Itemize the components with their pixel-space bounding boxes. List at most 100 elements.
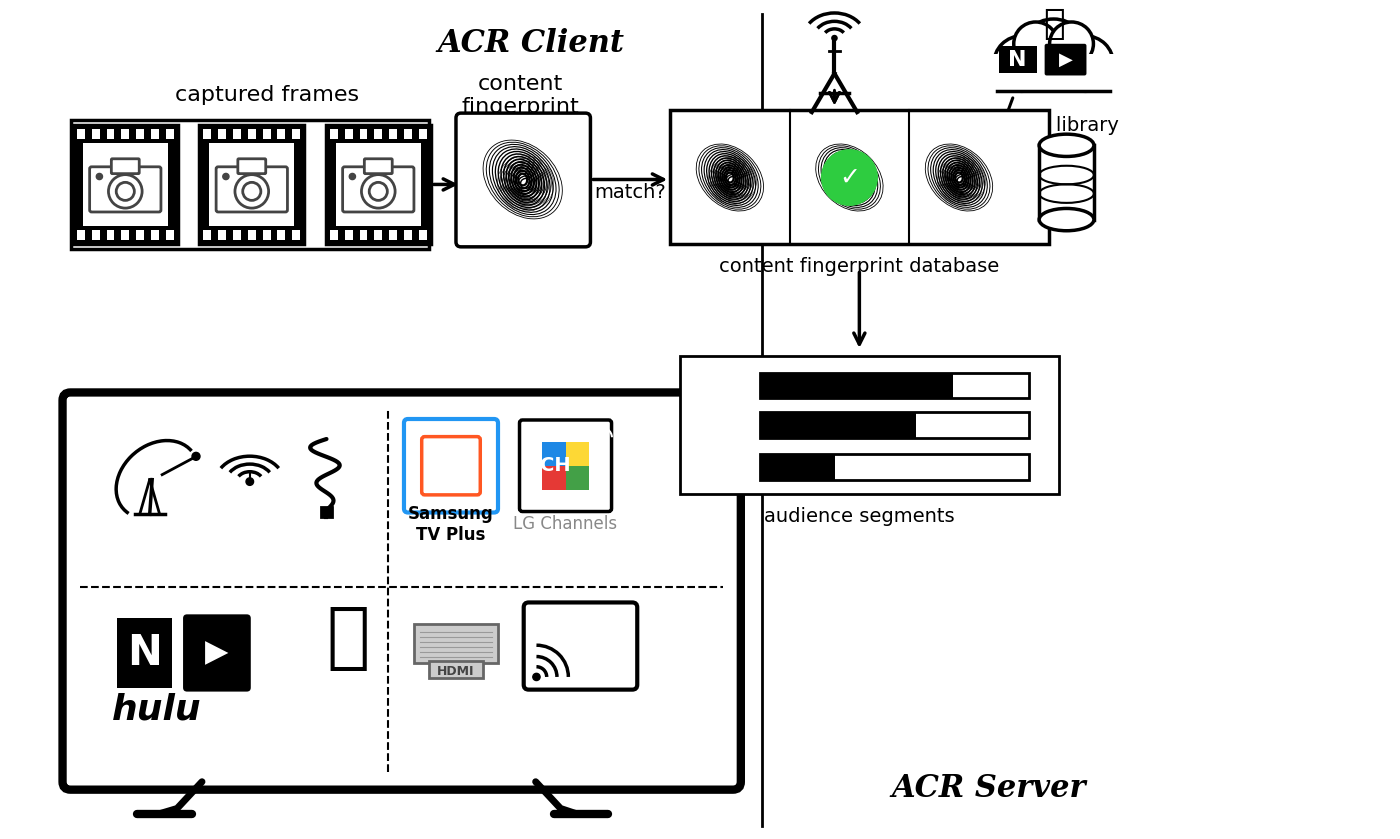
FancyBboxPatch shape <box>428 661 483 679</box>
FancyBboxPatch shape <box>122 129 129 139</box>
Circle shape <box>994 36 1050 91</box>
Circle shape <box>116 182 134 201</box>
FancyBboxPatch shape <box>165 230 174 240</box>
Circle shape <box>533 674 540 680</box>
FancyBboxPatch shape <box>1039 145 1093 220</box>
FancyBboxPatch shape <box>760 373 953 399</box>
FancyBboxPatch shape <box>277 129 286 139</box>
Text: ▶: ▶ <box>206 638 228 668</box>
Text: OTT: OTT <box>155 739 199 759</box>
FancyBboxPatch shape <box>760 454 834 480</box>
FancyBboxPatch shape <box>326 125 431 244</box>
FancyBboxPatch shape <box>232 129 241 139</box>
FancyBboxPatch shape <box>277 230 286 240</box>
FancyBboxPatch shape <box>90 167 161 212</box>
Circle shape <box>108 175 143 208</box>
FancyBboxPatch shape <box>760 454 1029 480</box>
FancyBboxPatch shape <box>218 129 227 139</box>
Text: ✓: ✓ <box>839 165 860 190</box>
FancyBboxPatch shape <box>414 623 497 663</box>
Text: ACR Server: ACR Server <box>892 774 1086 804</box>
FancyBboxPatch shape <box>680 356 1058 494</box>
Text: 🎮: 🎮 <box>326 603 370 673</box>
Circle shape <box>223 174 230 180</box>
FancyBboxPatch shape <box>542 466 566 489</box>
FancyBboxPatch shape <box>389 230 398 240</box>
FancyBboxPatch shape <box>671 110 1049 244</box>
FancyBboxPatch shape <box>263 129 270 139</box>
FancyBboxPatch shape <box>389 129 398 139</box>
Text: ACR Client: ACR Client <box>437 29 624 60</box>
FancyBboxPatch shape <box>293 129 300 139</box>
Circle shape <box>1019 19 1088 88</box>
FancyBboxPatch shape <box>360 230 367 240</box>
FancyBboxPatch shape <box>106 230 115 240</box>
FancyBboxPatch shape <box>199 125 304 244</box>
FancyBboxPatch shape <box>248 129 256 139</box>
FancyBboxPatch shape <box>151 129 158 139</box>
FancyBboxPatch shape <box>63 393 741 789</box>
Circle shape <box>1057 36 1113 91</box>
Circle shape <box>349 174 356 180</box>
FancyBboxPatch shape <box>203 230 211 240</box>
FancyBboxPatch shape <box>263 230 270 240</box>
FancyBboxPatch shape <box>118 618 172 688</box>
FancyBboxPatch shape <box>330 129 337 139</box>
FancyBboxPatch shape <box>106 129 115 139</box>
Ellipse shape <box>1039 208 1093 231</box>
Circle shape <box>235 175 269 208</box>
Circle shape <box>1050 22 1093 65</box>
FancyBboxPatch shape <box>456 113 591 247</box>
Text: match?: match? <box>595 183 666 202</box>
FancyBboxPatch shape <box>92 129 99 139</box>
Text: content fingerprint database: content fingerprint database <box>720 258 1000 276</box>
Text: media library: media library <box>988 116 1119 134</box>
FancyBboxPatch shape <box>542 442 566 466</box>
FancyBboxPatch shape <box>566 442 589 466</box>
FancyBboxPatch shape <box>112 159 139 174</box>
Text: CH: CH <box>540 456 570 475</box>
FancyBboxPatch shape <box>364 159 392 174</box>
Text: audience segments: audience segments <box>764 507 955 526</box>
FancyBboxPatch shape <box>403 230 412 240</box>
Text: N: N <box>1008 50 1028 70</box>
FancyBboxPatch shape <box>330 230 337 240</box>
Text: Sports: Sports <box>694 377 752 394</box>
Text: HDMI: HDMI <box>437 664 475 678</box>
Text: Shopping: Shopping <box>668 416 752 434</box>
FancyBboxPatch shape <box>136 129 144 139</box>
FancyBboxPatch shape <box>419 230 427 240</box>
Text: content
fingerprint: content fingerprint <box>462 74 580 117</box>
FancyBboxPatch shape <box>998 46 1036 74</box>
Circle shape <box>97 174 102 180</box>
FancyBboxPatch shape <box>360 129 367 139</box>
FancyBboxPatch shape <box>421 436 480 495</box>
FancyBboxPatch shape <box>210 143 294 226</box>
Circle shape <box>361 175 395 208</box>
Text: hulu: hulu <box>112 692 202 727</box>
FancyBboxPatch shape <box>374 230 382 240</box>
Circle shape <box>192 452 200 461</box>
Circle shape <box>832 35 837 40</box>
Text: Samsung
TV Plus: Samsung TV Plus <box>409 505 494 544</box>
FancyBboxPatch shape <box>92 230 99 240</box>
FancyBboxPatch shape <box>73 125 178 244</box>
Text: linear TV: linear TV <box>172 527 272 547</box>
FancyBboxPatch shape <box>988 54 1119 91</box>
FancyBboxPatch shape <box>524 602 637 690</box>
FancyBboxPatch shape <box>151 230 158 240</box>
FancyBboxPatch shape <box>216 167 287 212</box>
Text: broadcast feed: broadcast feed <box>762 116 907 134</box>
Circle shape <box>242 182 260 201</box>
FancyBboxPatch shape <box>183 614 251 691</box>
FancyBboxPatch shape <box>136 230 144 240</box>
FancyBboxPatch shape <box>403 129 412 139</box>
FancyBboxPatch shape <box>203 129 211 139</box>
FancyBboxPatch shape <box>1044 44 1086 76</box>
FancyBboxPatch shape <box>248 230 256 240</box>
FancyBboxPatch shape <box>321 507 332 517</box>
Text: screen
casting: screen casting <box>538 727 619 771</box>
FancyBboxPatch shape <box>77 230 85 240</box>
FancyBboxPatch shape <box>419 129 427 139</box>
FancyBboxPatch shape <box>238 159 266 174</box>
